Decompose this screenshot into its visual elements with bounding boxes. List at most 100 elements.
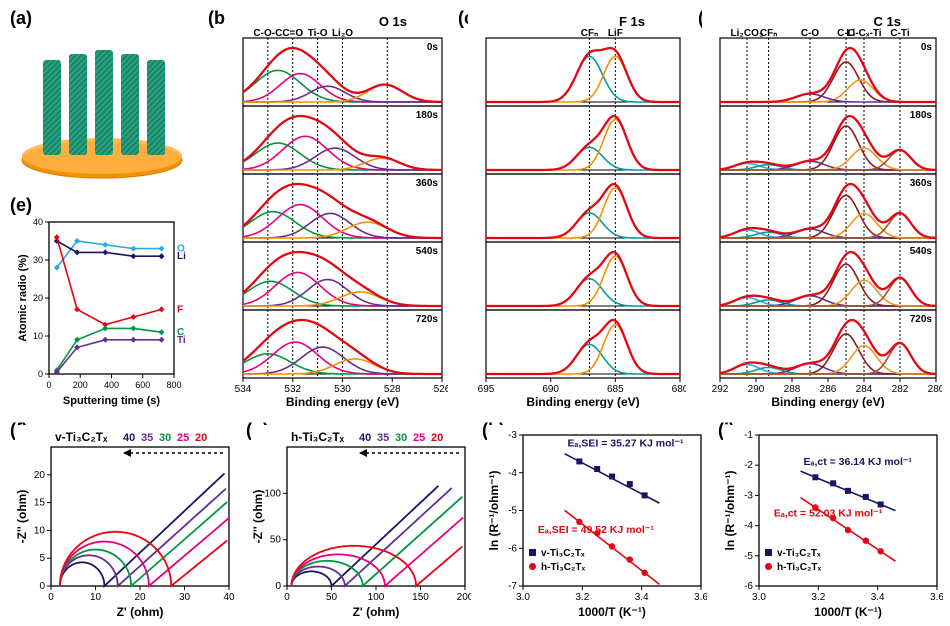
svg-text:0: 0	[39, 581, 45, 592]
svg-text:20: 20	[134, 592, 146, 603]
svg-text:Li: Li	[177, 251, 186, 262]
svg-text:25: 25	[177, 432, 189, 444]
svg-text:50: 50	[326, 592, 338, 603]
svg-text:528: 528	[384, 384, 401, 395]
svg-text:530: 530	[334, 384, 351, 395]
svg-text:-6: -6	[744, 581, 753, 592]
svg-text:F 1s: F 1s	[619, 14, 645, 29]
svg-text:Eₐ,ct = 36.14 KJ mol⁻¹: Eₐ,ct = 36.14 KJ mol⁻¹	[804, 456, 913, 468]
svg-text:-2: -2	[744, 460, 753, 471]
svg-text:Binding energy (eV): Binding energy (eV)	[286, 395, 399, 408]
svg-text:540s: 540s	[416, 246, 439, 257]
svg-text:1000/T (K⁻¹): 1000/T (K⁻¹)	[814, 605, 882, 619]
svg-text:Eₐ,SEI = 35.27 KJ mol⁻¹: Eₐ,SEI = 35.27 KJ mol⁻¹	[568, 437, 685, 449]
svg-text:20: 20	[33, 293, 43, 303]
svg-text:3.4: 3.4	[871, 592, 885, 603]
svg-text:0: 0	[275, 581, 281, 592]
svg-text:-3: -3	[744, 490, 753, 501]
pillar-icon	[147, 60, 165, 155]
svg-text:v-Ti₃C₂Tₓ: v-Ti₃C₂Tₓ	[777, 548, 821, 559]
svg-text:534: 534	[235, 384, 252, 395]
svg-text:290: 290	[748, 384, 765, 395]
panel-label-a: (a)	[10, 8, 32, 29]
svg-text:400: 400	[104, 380, 119, 390]
svg-text:ln (R⁻¹/ohm⁻¹): ln (R⁻¹/ohm⁻¹)	[487, 471, 501, 551]
svg-text:526: 526	[434, 384, 448, 395]
svg-text:0s: 0s	[921, 42, 933, 53]
svg-text:35: 35	[377, 432, 389, 444]
svg-text:0s: 0s	[427, 42, 439, 53]
svg-text:800: 800	[166, 380, 181, 390]
panel-g-nyquist: 050100150200050100Z' (ohm)-Z'' (ohm)h-Ti…	[251, 425, 471, 620]
svg-text:30: 30	[179, 592, 191, 603]
svg-text:3.6: 3.6	[930, 592, 943, 603]
svg-text:CFₙ: CFₙ	[760, 28, 777, 39]
svg-text:10: 10	[33, 331, 43, 341]
svg-text:690: 690	[542, 384, 559, 395]
svg-text:360s: 360s	[910, 178, 933, 189]
pillar-icon	[43, 60, 61, 155]
svg-text:v-Ti₃C₂Tₓ: v-Ti₃C₂Tₓ	[55, 430, 108, 444]
svg-text:3.4: 3.4	[635, 592, 649, 603]
svg-text:284: 284	[856, 384, 873, 395]
svg-text:695: 695	[478, 384, 495, 395]
panel-c-xps: F 1sCFₙLiF695690685680Binding energy (eV…	[468, 10, 686, 408]
svg-text:O 1s: O 1s	[379, 14, 407, 29]
svg-text:-Z'' (ohm): -Z'' (ohm)	[251, 490, 265, 544]
svg-text:-5: -5	[508, 506, 517, 517]
svg-text:-7: -7	[508, 581, 517, 592]
svg-text:40: 40	[359, 432, 371, 444]
svg-text:30: 30	[33, 255, 43, 265]
svg-text:0: 0	[46, 380, 51, 390]
svg-text:30: 30	[395, 432, 407, 444]
svg-text:h-Ti₃C₂Tₓ: h-Ti₃C₂Tₓ	[291, 430, 345, 444]
svg-text:-5: -5	[744, 551, 753, 562]
svg-text:40: 40	[123, 432, 135, 444]
svg-text:Sputtering time (s): Sputtering time (s)	[63, 395, 161, 407]
svg-text:35: 35	[141, 432, 153, 444]
svg-text:Ti-O: Ti-O	[308, 28, 328, 39]
svg-text:h-Ti₃C₂Tₓ: h-Ti₃C₂Tₓ	[541, 562, 586, 573]
pillar-icon	[95, 50, 113, 155]
svg-text:F: F	[177, 304, 183, 315]
svg-text:Binding energy (eV): Binding energy (eV)	[526, 395, 639, 408]
svg-text:720s: 720s	[910, 314, 933, 325]
svg-text:LiF: LiF	[608, 28, 623, 39]
panel-a-schematic	[15, 30, 190, 185]
svg-text:Z' (ohm): Z' (ohm)	[353, 605, 400, 619]
svg-text:100: 100	[368, 592, 385, 603]
svg-text:532: 532	[284, 384, 301, 395]
schematic-svg	[15, 30, 190, 185]
svg-text:0: 0	[284, 592, 290, 603]
svg-text:C=O: C=O	[282, 28, 303, 39]
svg-text:-6: -6	[508, 543, 517, 554]
panel-f-nyquist: 01020304005101520Z' (ohm)-Z'' (ohm)v-Ti₃…	[15, 425, 235, 620]
svg-text:Eₐ,ct = 52.03 KJ mol⁻¹: Eₐ,ct = 52.03 KJ mol⁻¹	[774, 508, 883, 520]
svg-text:150: 150	[412, 592, 429, 603]
svg-text:Z' (ohm): Z' (ohm)	[117, 605, 164, 619]
svg-text:20: 20	[431, 432, 443, 444]
svg-text:200: 200	[73, 380, 88, 390]
pillar-icon	[69, 54, 87, 155]
pillar-icon	[121, 54, 139, 155]
svg-text:25: 25	[413, 432, 425, 444]
svg-text:540s: 540s	[910, 246, 933, 257]
svg-text:180s: 180s	[910, 110, 933, 121]
svg-text:600: 600	[135, 380, 150, 390]
svg-text:v-Ti₃C₂Tₓ: v-Ti₃C₂Tₓ	[541, 548, 585, 559]
svg-text:-4: -4	[744, 521, 753, 532]
svg-text:100: 100	[264, 488, 281, 499]
svg-text:0: 0	[48, 592, 54, 603]
svg-text:-3: -3	[508, 430, 517, 441]
svg-text:3.0: 3.0	[752, 592, 766, 603]
svg-text:1000/T (K⁻¹): 1000/T (K⁻¹)	[578, 605, 646, 619]
svg-text:-Z'' (ohm): -Z'' (ohm)	[15, 490, 29, 544]
svg-text:286: 286	[820, 384, 837, 395]
svg-text:280: 280	[928, 384, 942, 395]
svg-text:C 1s: C 1s	[874, 14, 901, 29]
svg-text:720s: 720s	[416, 314, 439, 325]
panel-e-chart: 0200400600800010203040Sputtering time (s…	[15, 216, 200, 408]
svg-text:5: 5	[39, 553, 45, 564]
panel-h-arrhenius: 3.03.23.43.6-7-6-5-4-31000/T (K⁻¹)ln (R⁻…	[487, 425, 707, 620]
panel-label-e: (e)	[10, 195, 32, 216]
